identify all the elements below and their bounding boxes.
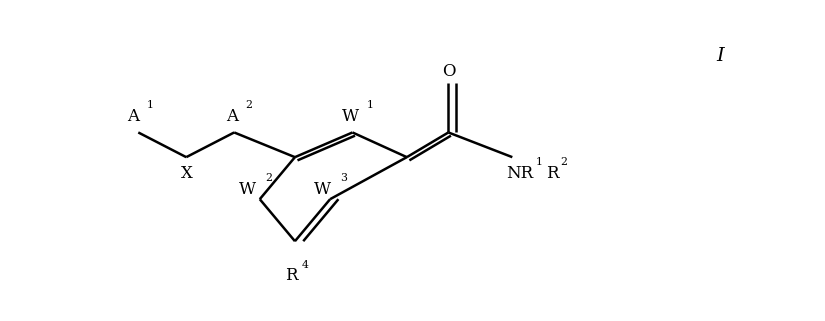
Text: 4: 4 [301, 260, 309, 270]
Text: NR: NR [506, 165, 533, 182]
Text: 2: 2 [265, 173, 272, 183]
Text: 2: 2 [245, 100, 252, 110]
Text: 1: 1 [535, 157, 542, 167]
Text: 2: 2 [560, 157, 568, 167]
Text: A: A [226, 108, 238, 125]
Text: 3: 3 [340, 173, 346, 183]
Text: R: R [545, 165, 558, 182]
Text: I: I [716, 47, 724, 65]
Text: W: W [314, 181, 332, 198]
Text: A: A [127, 108, 139, 125]
Text: X: X [181, 165, 192, 182]
Text: W: W [239, 181, 257, 198]
Text: 1: 1 [367, 100, 375, 110]
Text: W: W [342, 108, 359, 125]
Text: R: R [285, 267, 298, 284]
Text: O: O [442, 63, 455, 80]
Text: 1: 1 [147, 100, 153, 110]
